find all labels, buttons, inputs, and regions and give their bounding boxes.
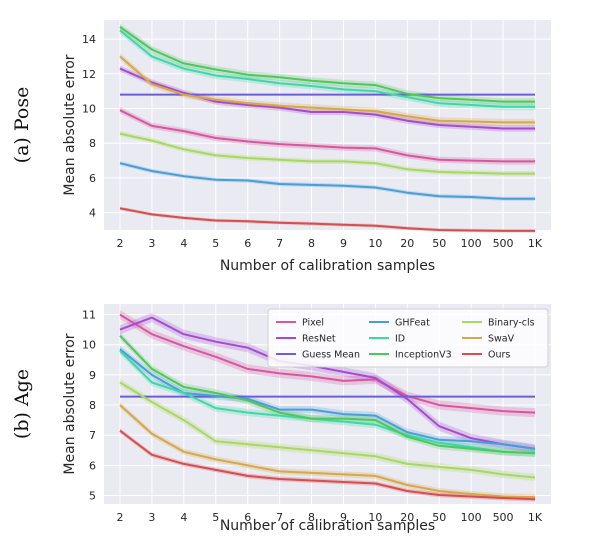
legend-label: Guess Mean bbox=[302, 350, 360, 361]
series-line-inceptionv3 bbox=[119, 335, 536, 455]
series-line-ours bbox=[119, 207, 535, 232]
x-tick-label: 2 bbox=[117, 237, 124, 250]
series-line-swav bbox=[119, 55, 535, 124]
y-tick-label: 8 bbox=[89, 137, 96, 150]
x-tick-label: 9 bbox=[340, 237, 347, 250]
series-line-resnet bbox=[119, 316, 536, 450]
x-tick-label: 500 bbox=[493, 237, 514, 250]
plot-area bbox=[104, 20, 551, 230]
x-tick-label: 2 bbox=[117, 511, 124, 524]
series-line-pixel bbox=[119, 109, 535, 163]
x-tick-label: 20 bbox=[400, 511, 414, 524]
x-tick-label: 3 bbox=[148, 237, 155, 250]
y-tick-label: 7 bbox=[89, 429, 96, 442]
x-tick-label: 8 bbox=[308, 511, 315, 524]
x-tick-label: 5 bbox=[212, 511, 219, 524]
legend-label: ID bbox=[395, 334, 405, 345]
x-tick-label: 6 bbox=[244, 237, 251, 250]
y-tick-label: 4 bbox=[89, 207, 96, 220]
y-tick-label: 6 bbox=[89, 459, 96, 472]
series-line-id bbox=[119, 350, 536, 455]
x-tick-label: 50 bbox=[432, 511, 446, 524]
series-line-pixel bbox=[119, 313, 536, 414]
x-axis-label: Number of calibration samples bbox=[220, 258, 435, 274]
y-tick-label: 9 bbox=[89, 369, 96, 382]
legend-label: Ours bbox=[488, 350, 510, 361]
x-tick-label: 7 bbox=[276, 237, 283, 250]
x-tick-label: 9 bbox=[340, 511, 347, 524]
series-line-id bbox=[119, 29, 535, 108]
y-tick-label: 10 bbox=[82, 103, 96, 116]
x-tick-label: 3 bbox=[148, 511, 155, 524]
x-tick-label: 100 bbox=[461, 237, 482, 250]
y-axis-label: Mean absolute error bbox=[62, 333, 78, 474]
legend: Pixel ResNet Guess Mean GHFeat ID InceptionV3… bbox=[267, 308, 549, 368]
series-line-inceptionv3 bbox=[119, 26, 535, 103]
y-axis-label: Mean absolute error bbox=[62, 54, 78, 195]
x-tick-label: 1K bbox=[528, 511, 543, 524]
y-tick-label: 11 bbox=[82, 309, 96, 322]
legend-label: Pixel bbox=[302, 318, 324, 329]
series-band-binary-cls bbox=[120, 378, 535, 482]
x-tick-label: 50 bbox=[432, 237, 446, 250]
x-tick-label: 20 bbox=[400, 237, 414, 250]
legend-label: Binary-cls bbox=[488, 318, 535, 329]
y-tick-label: 10 bbox=[82, 339, 96, 352]
y-tick-label: 14 bbox=[82, 33, 96, 46]
x-tick-label: 6 bbox=[244, 511, 251, 524]
x-tick-label: 7 bbox=[276, 511, 283, 524]
series-band-pixel bbox=[120, 310, 535, 418]
legend-label: ResNet bbox=[302, 334, 336, 345]
x-tick-label: 1K bbox=[528, 237, 543, 250]
row-label: (a) Pose bbox=[11, 87, 33, 164]
y-tick-label: 5 bbox=[89, 490, 96, 503]
y-tick-label: 8 bbox=[89, 399, 96, 412]
series-band-inceptionv3 bbox=[120, 23, 535, 105]
chart-panel-1: 2 3 4 5 6 7 8 9 10 20 50 100 500 1K 4 6 8 10 12 14 Number of… bbox=[11, 20, 551, 274]
chart-panel-2: 2 3 4 5 6 7 8 9 10 20 50 100 500 1K 5 6 7 8 9 10 11 Number of… bbox=[11, 304, 551, 534]
y-tick-label: 6 bbox=[89, 172, 96, 185]
series-line-binary-cls bbox=[119, 132, 535, 175]
x-tick-label: 10 bbox=[368, 237, 382, 250]
series-band-ghfeat bbox=[120, 161, 535, 201]
x-tick-label: 4 bbox=[180, 511, 187, 524]
x-tick-label: 8 bbox=[308, 237, 315, 250]
series-line-ours bbox=[119, 429, 536, 501]
legend-label: InceptionV3 bbox=[395, 350, 452, 361]
series-line-swav bbox=[119, 404, 536, 499]
x-axis-label: Number of calibration samples bbox=[220, 518, 435, 534]
x-tick-label: 5 bbox=[212, 237, 219, 250]
legend-label: GHFeat bbox=[395, 318, 430, 329]
x-tick-label: 100 bbox=[461, 511, 482, 524]
row-label: (b) Age bbox=[11, 369, 33, 439]
x-tick-label: 4 bbox=[180, 237, 187, 250]
series-line-ghfeat bbox=[119, 162, 535, 200]
series-line-binary-cls bbox=[119, 381, 536, 479]
y-tick-label: 12 bbox=[82, 68, 96, 81]
legend-label: SwaV bbox=[488, 334, 515, 345]
x-tick-label: 10 bbox=[368, 511, 382, 524]
series-line-ghfeat bbox=[119, 348, 536, 450]
x-tick-label: 500 bbox=[493, 511, 514, 524]
